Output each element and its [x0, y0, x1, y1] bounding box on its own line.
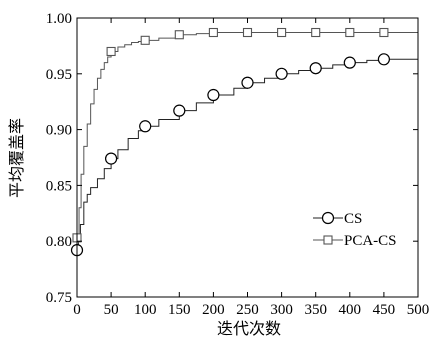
series-line-cs [77, 58, 419, 251]
plot-area [70, 27, 419, 257]
cs-data-point [275, 67, 288, 80]
x-tick-label: 300 [270, 302, 293, 318]
cs-data-point [241, 76, 254, 89]
legend-label-pca-cs: PCA-CS [344, 233, 397, 249]
x-tick-label: 250 [236, 302, 259, 318]
legend-square-marker [323, 235, 333, 245]
y-tick-label: 1.00 [46, 11, 72, 27]
x-tick-label: 50 [104, 302, 119, 318]
x-axis-label: 迭代次数 [217, 320, 281, 338]
pca-cs-data-point [242, 27, 253, 38]
cs-data-point [104, 152, 118, 165]
axes: 0 50 100 150 200 250 300 350 400 450 500 0.75 0.80 0.… [46, 11, 430, 318]
y-tick-label: 0.75 [46, 290, 72, 306]
pca-cs-data-point [208, 27, 218, 38]
plot-frame [76, 17, 419, 298]
x-tick-label: 150 [168, 302, 191, 318]
x-tick-label: 350 [304, 302, 327, 318]
cs-data-point [207, 88, 220, 102]
pca-cs-data-point [379, 27, 389, 38]
pca-cs-data-point [106, 46, 116, 57]
legend: CS PCA-CS [313, 211, 397, 249]
pca-cs-data-point [174, 30, 184, 40]
cs-data-point [377, 53, 390, 66]
x-tick-label: 0 [73, 302, 81, 318]
y-tick-label: 0.90 [46, 123, 72, 139]
y-tick-label: 0.80 [46, 234, 72, 250]
cs-data-point [139, 120, 152, 133]
series-line-pca-cs [77, 32, 418, 239]
cs-data-point [343, 56, 356, 69]
legend-circle-marker [321, 211, 335, 225]
cs-data-point [309, 62, 322, 75]
y-axis-label: 平均覆盖率 [8, 118, 26, 198]
pca-cs-data-point [311, 27, 321, 38]
x-tick-label: 200 [202, 302, 225, 318]
legend-label-cs: CS [344, 211, 362, 227]
x-tick-label: 500 [407, 302, 430, 318]
x-tick-label: 100 [134, 302, 157, 318]
y-tick-label: 0.85 [46, 178, 72, 194]
pca-cs-data-point [277, 27, 287, 38]
x-tick-label: 450 [373, 302, 396, 318]
pca-cs-data-point [345, 27, 355, 38]
y-tick-label: 0.95 [46, 67, 72, 83]
x-tick-label: 400 [339, 302, 362, 318]
pca-cs-data-point [140, 35, 150, 45]
cs-data-point [173, 104, 186, 117]
